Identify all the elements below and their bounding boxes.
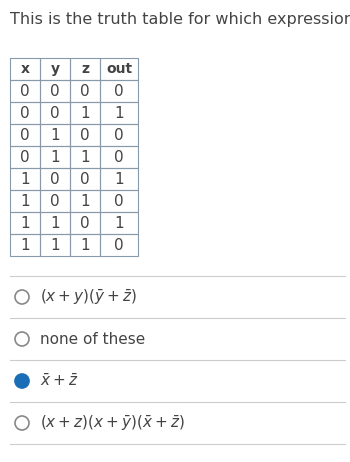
Bar [70,146,100,168]
Text: 0: 0 [80,128,90,142]
Text: 1: 1 [50,215,60,231]
Text: out: out [106,62,132,76]
Bar [40,212,70,234]
Text: 0: 0 [114,237,124,253]
Bar [70,212,100,234]
Text: 0: 0 [114,150,124,164]
Bar [10,124,40,146]
Text: 0: 0 [80,171,90,187]
Text: $(x + z)(x + \bar{y})(\bar{x} + \bar{z})$: $(x + z)(x + \bar{y})(\bar{x} + \bar{z})… [40,413,184,432]
Text: $(x + y)(\bar{y} + \bar{z})$: $(x + y)(\bar{y} + \bar{z})$ [40,287,137,307]
Bar [40,234,70,256]
Text: 0: 0 [114,194,124,208]
Text: 0: 0 [20,150,30,164]
Text: 1: 1 [50,128,60,142]
Bar [10,234,40,256]
Text: 1: 1 [114,171,124,187]
Bar [10,190,40,212]
Bar [100,80,138,102]
Text: 0: 0 [20,128,30,142]
Bar [40,80,70,102]
Text: 0: 0 [80,215,90,231]
Bar [100,212,138,234]
Text: This is the truth table for which expression?: This is the truth table for which expres… [10,12,350,27]
Bar [10,58,40,80]
Bar [70,190,100,212]
Text: 0: 0 [114,128,124,142]
Text: 1: 1 [114,105,124,121]
Bar [70,80,100,102]
Text: none of these: none of these [40,332,145,346]
Text: 1: 1 [80,105,90,121]
Bar [40,124,70,146]
Text: 0: 0 [50,194,60,208]
Bar [70,168,100,190]
Text: z: z [81,62,89,76]
Text: 1: 1 [114,215,124,231]
Bar [10,80,40,102]
Bar [40,58,70,80]
Text: 0: 0 [80,84,90,98]
Bar [40,102,70,124]
Bar [100,146,138,168]
Bar [70,234,100,256]
Text: y: y [50,62,60,76]
Text: 1: 1 [20,194,30,208]
Bar [70,58,100,80]
Bar [40,190,70,212]
Text: 1: 1 [80,150,90,164]
Text: 0: 0 [50,105,60,121]
Bar [70,102,100,124]
Text: 1: 1 [20,171,30,187]
Bar [100,58,138,80]
Circle shape [15,374,29,388]
Bar [100,234,138,256]
Text: 0: 0 [20,84,30,98]
Text: 1: 1 [80,194,90,208]
Bar [10,102,40,124]
Text: 1: 1 [20,237,30,253]
Text: 0: 0 [50,171,60,187]
Bar [100,102,138,124]
Text: 1: 1 [80,237,90,253]
Text: x: x [21,62,29,76]
Bar [40,146,70,168]
Bar [100,124,138,146]
Text: 1: 1 [50,150,60,164]
Text: 1: 1 [50,237,60,253]
Text: 0: 0 [114,84,124,98]
Bar [70,124,100,146]
Text: 0: 0 [50,84,60,98]
Bar [100,190,138,212]
Text: 1: 1 [20,215,30,231]
Bar [10,212,40,234]
Bar [10,146,40,168]
Bar [100,168,138,190]
Text: 0: 0 [20,105,30,121]
Bar [40,168,70,190]
Text: $\bar{x} + \bar{z}$: $\bar{x} + \bar{z}$ [40,373,78,389]
Bar [10,168,40,190]
